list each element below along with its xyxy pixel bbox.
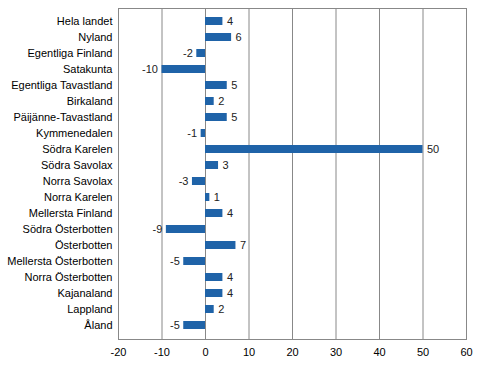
svg-text:5: 5 [231, 111, 237, 123]
svg-text:Lappland: Lappland [67, 303, 112, 315]
svg-text:Hela landet: Hela landet [57, 15, 113, 27]
svg-text:Egentliga Finland: Egentliga Finland [27, 47, 112, 59]
svg-text:Nyland: Nyland [78, 31, 112, 43]
svg-text:Kajanaland: Kajanaland [57, 287, 112, 299]
svg-text:3: 3 [223, 159, 229, 171]
svg-text:0: 0 [202, 346, 208, 358]
svg-text:Norra Österbotten: Norra Österbotten [24, 271, 112, 283]
svg-text:Norra Karelen: Norra Karelen [44, 191, 112, 203]
svg-text:Satakunta: Satakunta [63, 63, 113, 75]
svg-text:1: 1 [214, 191, 220, 203]
svg-text:50: 50 [417, 346, 429, 358]
svg-text:-2: -2 [183, 47, 193, 59]
svg-text:-1: -1 [187, 127, 197, 139]
svg-text:-3: -3 [179, 175, 189, 187]
svg-text:10: 10 [243, 346, 255, 358]
svg-text:Norra Savolax: Norra Savolax [43, 175, 113, 187]
svg-text:Mellersta Österbotten: Mellersta Österbotten [7, 255, 112, 267]
svg-text:4: 4 [227, 15, 233, 27]
svg-text:Päijänne-Tavastland: Päijänne-Tavastland [13, 111, 112, 123]
svg-text:-5: -5 [170, 255, 180, 267]
svg-text:4: 4 [227, 287, 233, 299]
svg-text:-10: -10 [154, 346, 170, 358]
svg-text:4: 4 [227, 207, 233, 219]
svg-text:60: 60 [460, 346, 472, 358]
svg-text:Södra Savolax: Södra Savolax [41, 159, 113, 171]
svg-text:20: 20 [286, 346, 298, 358]
svg-text:4: 4 [227, 271, 233, 283]
svg-text:Kymmenedalen: Kymmenedalen [36, 127, 112, 139]
svg-text:Södra Österbotten: Södra Österbotten [23, 223, 113, 235]
svg-text:Egentliga Tavastland: Egentliga Tavastland [11, 79, 112, 91]
svg-text:-20: -20 [111, 346, 127, 358]
svg-text:-9: -9 [153, 223, 163, 235]
svg-text:Södra Karelen: Södra Karelen [42, 143, 112, 155]
svg-text:Österbotten: Österbotten [55, 239, 112, 251]
svg-text:-10: -10 [142, 63, 158, 75]
svg-text:Birkaland: Birkaland [67, 95, 113, 107]
svg-text:5: 5 [231, 79, 237, 91]
svg-text:Åland: Åland [84, 319, 112, 331]
svg-text:Mellersta Finland: Mellersta Finland [29, 207, 113, 219]
svg-text:6: 6 [236, 31, 242, 43]
svg-text:30: 30 [330, 346, 342, 358]
svg-text:2: 2 [218, 303, 224, 315]
svg-text:2: 2 [218, 95, 224, 107]
svg-text:50: 50 [427, 143, 439, 155]
svg-text:7: 7 [240, 239, 246, 251]
svg-text:-5: -5 [170, 319, 180, 331]
svg-text:40: 40 [373, 346, 385, 358]
